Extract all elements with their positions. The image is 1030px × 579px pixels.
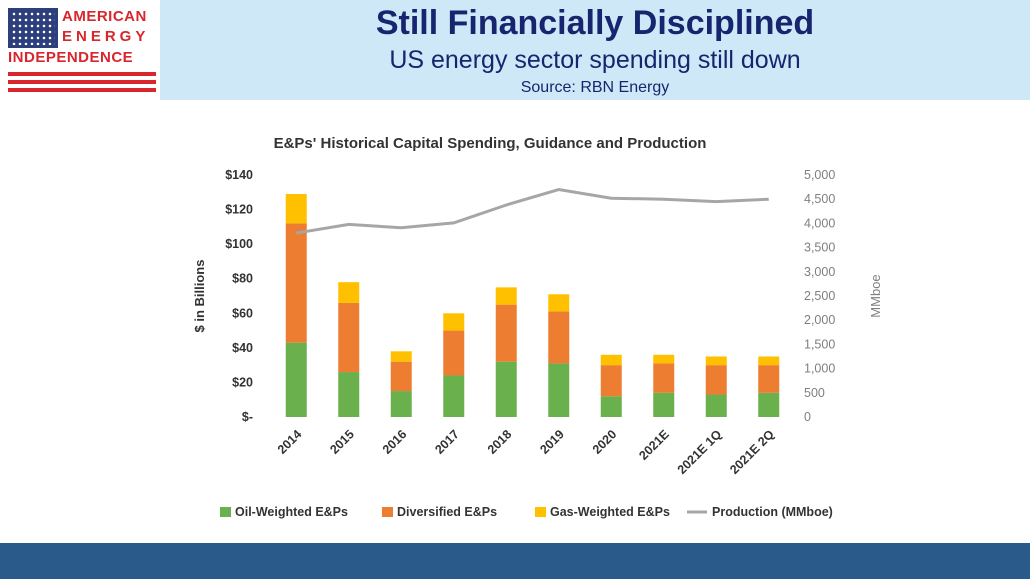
bar-diversified	[600, 365, 622, 397]
footer-bar	[0, 543, 1030, 579]
logo-line-2: ENERGY	[62, 28, 150, 45]
y-tick-label: $60	[232, 306, 253, 320]
x-tick-label: 2018	[485, 427, 515, 457]
y2-axis-label: MMboe	[868, 274, 883, 317]
bar-oil-weighted	[443, 375, 465, 417]
logo-stripe	[8, 88, 156, 92]
y-tick-label: $20	[232, 375, 253, 389]
y2-tick-label: 4,000	[804, 216, 835, 230]
bar-diversified	[390, 361, 412, 392]
bar-diversified	[338, 302, 360, 373]
x-tick-label: 2020	[590, 427, 620, 457]
y-tick-label: $100	[225, 237, 253, 251]
y-tick-label: $120	[225, 203, 253, 217]
bar-diversified	[653, 363, 675, 393]
legend-oil-weighted-swatch	[220, 507, 231, 517]
y2-tick-label: 2,000	[804, 313, 835, 327]
bar-oil-weighted	[548, 363, 570, 417]
chart-container: E&Ps' Historical Capital Spending, Guida…	[180, 120, 900, 535]
logo-line-1: AMERICAN	[62, 8, 147, 25]
legend-gas-weighted-label: Gas-Weighted E&Ps	[550, 505, 670, 519]
bar-gas-weighted	[285, 194, 307, 224]
logo-stripe	[8, 72, 156, 76]
x-tick-label: 2021E 2Q	[727, 427, 777, 477]
bar-gas-weighted	[390, 351, 412, 362]
bar-gas-weighted	[705, 356, 727, 366]
y-tick-label: $-	[242, 410, 253, 424]
bar-gas-weighted	[495, 287, 517, 305]
bar-gas-weighted	[338, 282, 360, 303]
bar-diversified	[495, 304, 517, 362]
x-tick-label: 2021E 1Q	[675, 427, 725, 477]
bar-oil-weighted	[285, 342, 307, 417]
bar-diversified	[443, 330, 465, 376]
x-tick-label: 2015	[327, 427, 357, 457]
bar-gas-weighted	[548, 294, 570, 312]
x-tick-label: 2019	[537, 427, 567, 457]
legend-gas-weighted-swatch	[535, 507, 546, 517]
logo: AMERICAN ENERGY INDEPENDENCE	[4, 4, 156, 96]
bar-diversified	[548, 311, 570, 364]
x-tick-label: 2016	[380, 427, 410, 457]
legend-oil-weighted-label: Oil-Weighted E&Ps	[235, 505, 348, 519]
bar-oil-weighted	[600, 396, 622, 417]
chart: E&Ps' Historical Capital Spending, Guida…	[192, 135, 883, 519]
page-title: Still Financially Disciplined	[375, 4, 815, 42]
y2-tick-label: 1,500	[804, 337, 835, 351]
bar-oil-weighted	[758, 392, 780, 417]
header-band	[160, 0, 1030, 100]
bar-gas-weighted	[758, 356, 780, 366]
bar-oil-weighted	[653, 392, 675, 417]
y-tick-label: $140	[225, 168, 253, 182]
x-tick-label: 2014	[275, 427, 305, 457]
y2-tick-label: 0	[804, 410, 811, 424]
legend-diversified-swatch	[382, 507, 393, 517]
bar-oil-weighted	[705, 394, 727, 417]
legend-diversified-label: Diversified E&Ps	[397, 505, 497, 519]
y2-tick-label: 2,500	[804, 289, 835, 303]
bar-diversified	[705, 365, 727, 395]
y2-tick-label: 500	[804, 386, 825, 400]
y2-tick-label: 3,500	[804, 241, 835, 255]
y2-tick-label: 1,000	[804, 362, 835, 376]
logo-line-3: INDEPENDENCE	[8, 49, 134, 66]
x-tick-label: 2021E	[636, 427, 671, 462]
flag-icon	[8, 8, 58, 48]
bar-gas-weighted	[443, 313, 465, 331]
page-subtitle: US energy sector spending still down	[389, 46, 801, 74]
bar-diversified	[285, 223, 307, 343]
bar-oil-weighted	[338, 372, 360, 417]
y-tick-label: $80	[232, 272, 253, 286]
production-line	[296, 187, 769, 235]
legend-production-label: Production (MMboe)	[712, 505, 833, 519]
source-note: Source: RBN Energy	[520, 79, 670, 96]
y2-tick-label: 3,000	[804, 265, 835, 279]
logo-stripe	[8, 80, 156, 84]
y-tick-label: $40	[232, 341, 253, 355]
y2-tick-label: 5,000	[804, 168, 835, 182]
y2-tick-label: 4,500	[804, 192, 835, 206]
bar-oil-weighted	[495, 361, 517, 417]
x-tick-label: 2017	[432, 427, 462, 457]
chart-title: E&Ps' Historical Capital Spending, Guida…	[274, 135, 707, 152]
y-axis-label: $ in Billions	[192, 260, 207, 333]
bar-gas-weighted	[653, 354, 675, 364]
bar-gas-weighted	[600, 354, 622, 366]
bar-oil-weighted	[390, 391, 412, 417]
bar-diversified	[758, 365, 780, 393]
